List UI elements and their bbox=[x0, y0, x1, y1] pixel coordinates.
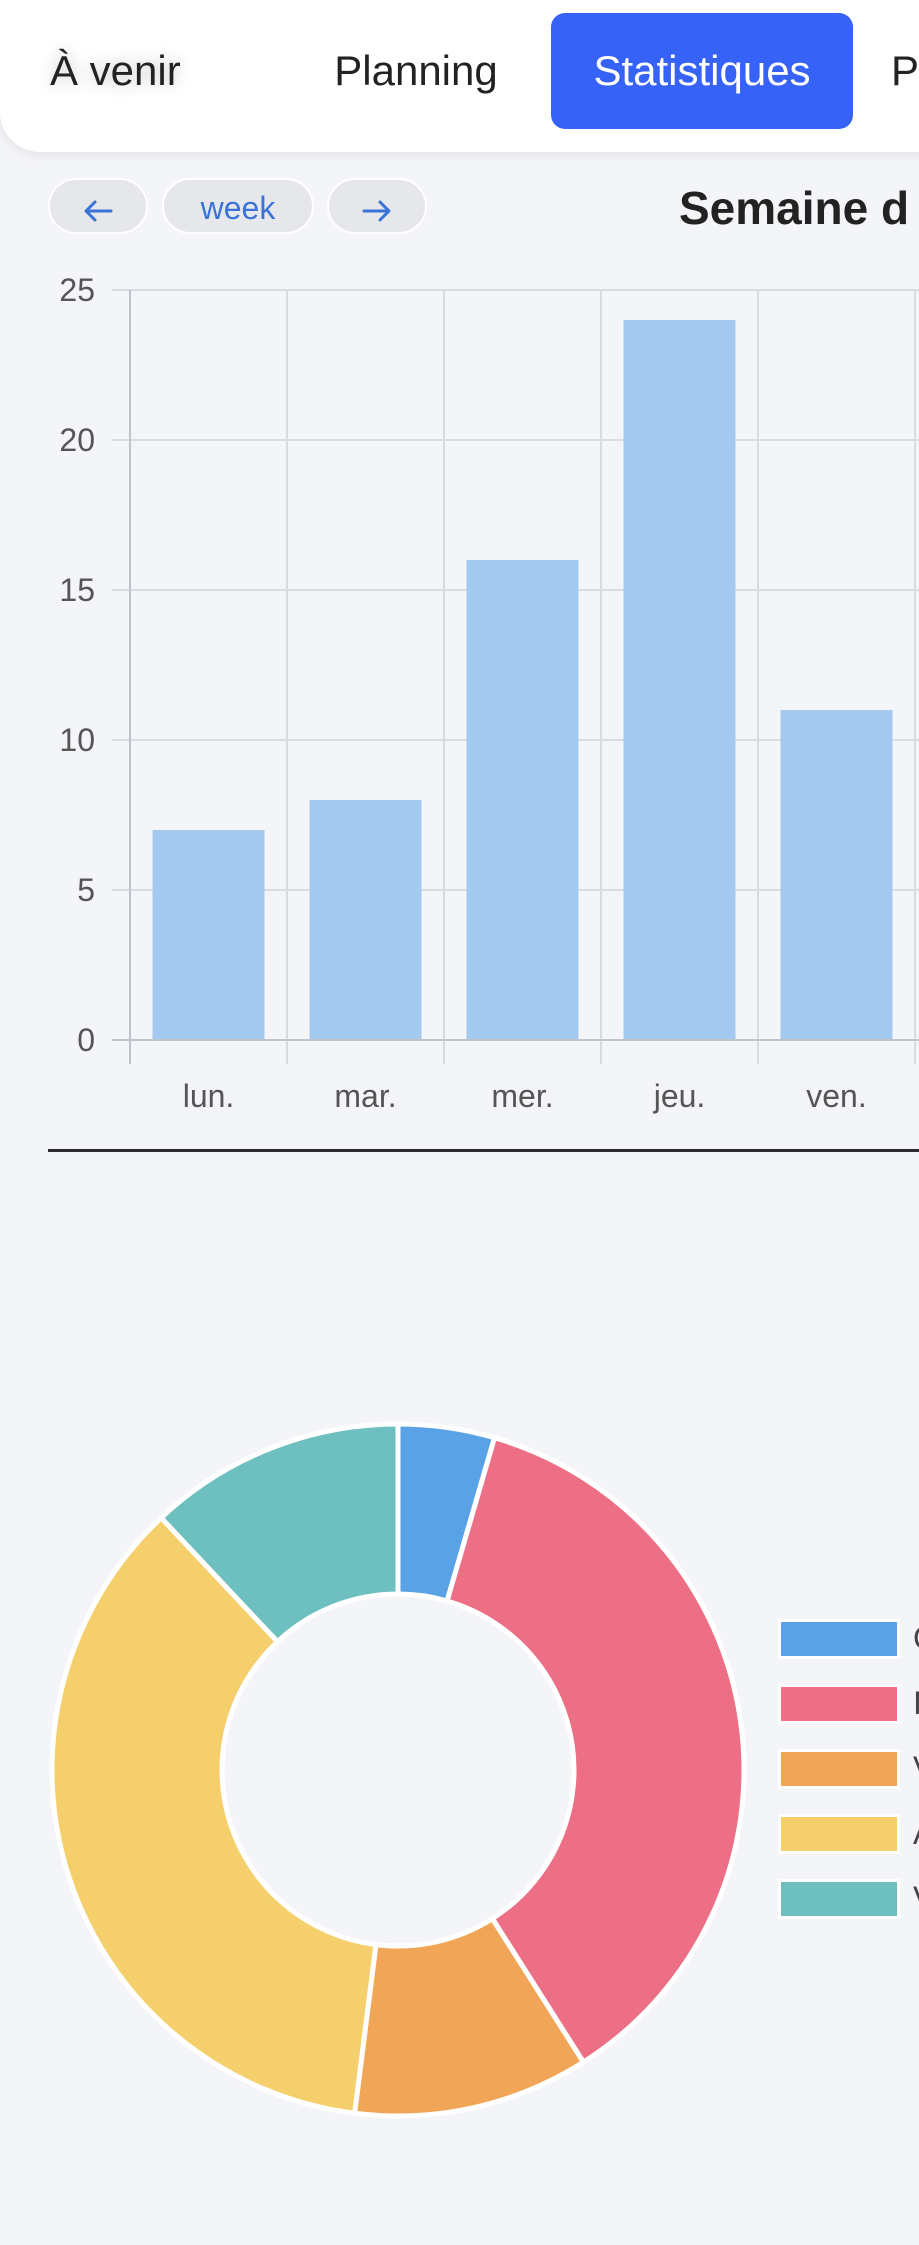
legend-swatch bbox=[778, 1879, 900, 1919]
divider bbox=[48, 1149, 919, 1152]
tab-next-cut-off-label: P bbox=[891, 47, 919, 94]
x-tick-label: lun. bbox=[183, 1078, 235, 1114]
legend-swatch bbox=[778, 1749, 900, 1789]
arrow-left-icon bbox=[84, 200, 113, 222]
bar[interactable] bbox=[780, 710, 893, 1039]
tab-statistics-label: Statistiques bbox=[593, 47, 811, 94]
x-tick-label: jeu. bbox=[653, 1078, 706, 1114]
bar[interactable] bbox=[623, 320, 736, 1039]
tab-planning[interactable]: Planning bbox=[316, 13, 516, 129]
x-tick-label: mar. bbox=[334, 1078, 396, 1114]
next-period-button[interactable] bbox=[327, 178, 427, 234]
x-tick-label: mer. bbox=[491, 1078, 553, 1114]
legend: CIVAV bbox=[778, 1619, 919, 1944]
y-tick-label: 25 bbox=[59, 272, 95, 308]
legend-item[interactable]: V bbox=[778, 1749, 919, 1789]
previous-period-button[interactable] bbox=[48, 178, 148, 234]
tab-statistics[interactable]: Statistiques bbox=[551, 13, 853, 129]
legend-swatch bbox=[778, 1619, 900, 1659]
legend-item[interactable]: C bbox=[778, 1619, 919, 1659]
legend-label: I bbox=[913, 1685, 919, 1721]
bar[interactable] bbox=[309, 800, 422, 1039]
tab-bar: À venir Planning Statistiques P bbox=[0, 0, 919, 152]
y-tick-label: 15 bbox=[59, 572, 95, 608]
y-tick-label: 0 bbox=[77, 1022, 95, 1058]
tab-upcoming-label: À venir bbox=[50, 47, 181, 94]
tab-upcoming[interactable]: À venir bbox=[50, 13, 300, 129]
legend-label: V bbox=[913, 1879, 919, 1917]
period-week-button[interactable]: week bbox=[162, 178, 314, 234]
tab-next-cut-off[interactable]: P bbox=[891, 13, 919, 129]
bar[interactable] bbox=[152, 830, 265, 1039]
legend-swatch bbox=[778, 1814, 900, 1854]
y-tick-label: 10 bbox=[59, 722, 95, 758]
bar[interactable] bbox=[466, 560, 579, 1039]
week-title: Semaine d bbox=[679, 182, 910, 234]
legend-item[interactable]: V bbox=[778, 1879, 919, 1919]
legend-item[interactable]: I bbox=[778, 1684, 919, 1724]
legend-label: C bbox=[913, 1619, 919, 1657]
legend-label: V bbox=[913, 1749, 919, 1787]
legend-item[interactable]: A bbox=[778, 1814, 919, 1854]
arrow-right-icon bbox=[362, 200, 391, 222]
y-tick-label: 20 bbox=[59, 422, 95, 458]
donut-slice[interactable] bbox=[158, 1421, 401, 1645]
y-tick-label: 5 bbox=[77, 872, 95, 908]
legend-swatch bbox=[778, 1684, 900, 1724]
donut-slice[interactable] bbox=[49, 1515, 379, 2116]
period-week-label: week bbox=[200, 190, 276, 226]
bar-chart: 0 5 10 15 20 25 lun. mar. mer. jeu. ven. bbox=[59, 272, 919, 1114]
x-tick-label: ven. bbox=[806, 1078, 866, 1114]
tab-planning-label: Planning bbox=[334, 47, 498, 94]
donut-chart bbox=[49, 1421, 747, 2119]
legend-label: A bbox=[913, 1814, 919, 1852]
donut-slice[interactable] bbox=[444, 1435, 747, 2065]
